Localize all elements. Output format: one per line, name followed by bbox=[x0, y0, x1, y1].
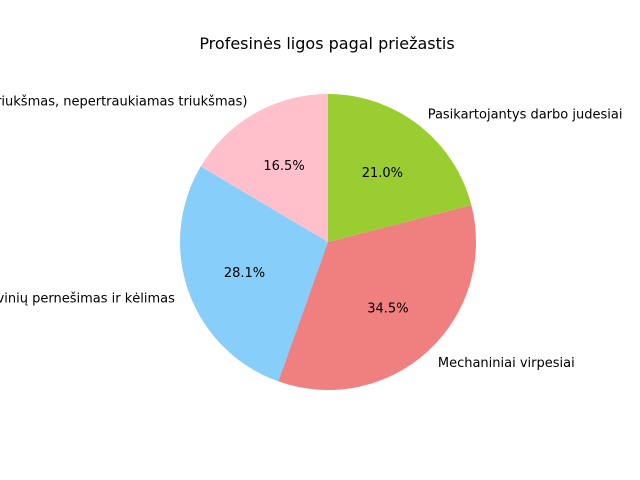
pie-percent-label: 16.5% bbox=[263, 159, 304, 174]
pie-slice-4 bbox=[328, 94, 472, 242]
pie-percent-label: 21.0% bbox=[362, 166, 403, 181]
pie-labels: 16.5% Triukšmas (nuolatinis triukšmas, ne… bbox=[0, 95, 622, 372]
pie-slice-1 bbox=[200, 94, 328, 242]
pie-category-label: Triukšmas (nuolatinis triukšmas, nepertr… bbox=[0, 95, 247, 110]
pie-category-label: Krovinių pernešimas ir kėlimas bbox=[0, 291, 175, 306]
pie-percent-label: 28.1% bbox=[224, 266, 265, 281]
pie-percent-label: 34.5% bbox=[367, 302, 408, 317]
pie-category-label: Pasikartojantys darbo judesiai bbox=[428, 107, 623, 122]
pie-slice-3 bbox=[278, 205, 476, 390]
pie-slice-2 bbox=[180, 166, 328, 382]
chart-title: Profesinės ligos pagal priežastis bbox=[199, 34, 454, 53]
pie-category-label: Mechaniniai virpesiai bbox=[438, 356, 575, 371]
pie-slices bbox=[180, 94, 476, 390]
